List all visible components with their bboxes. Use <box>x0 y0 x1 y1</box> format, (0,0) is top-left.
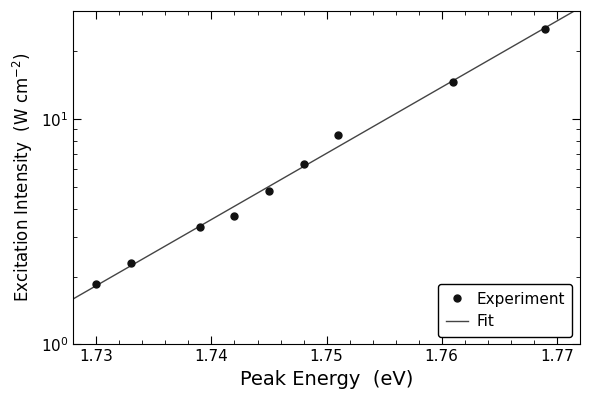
Experiment <box>300 162 307 166</box>
Fit <box>438 85 445 90</box>
Experiment <box>335 132 342 137</box>
Y-axis label: Excitation Intensity  (W cm$^{-2}$): Excitation Intensity (W cm$^{-2}$) <box>11 53 35 302</box>
Line: Fit: Fit <box>73 8 580 299</box>
Experiment <box>196 225 203 230</box>
Fit <box>270 181 277 186</box>
X-axis label: Peak Energy  (eV): Peak Energy (eV) <box>240 370 413 389</box>
Experiment <box>127 260 134 265</box>
Line: Experiment: Experiment <box>93 26 549 288</box>
Fit <box>131 262 138 266</box>
Experiment <box>265 188 272 193</box>
Fit <box>576 6 583 10</box>
Fit <box>388 113 395 118</box>
Experiment <box>542 26 549 31</box>
Fit <box>436 86 443 91</box>
Experiment <box>93 282 100 286</box>
Experiment <box>450 80 457 85</box>
Fit <box>70 296 77 301</box>
Fit <box>235 202 242 206</box>
Legend: Experiment, Fit: Experiment, Fit <box>438 284 572 337</box>
Experiment <box>231 214 238 219</box>
